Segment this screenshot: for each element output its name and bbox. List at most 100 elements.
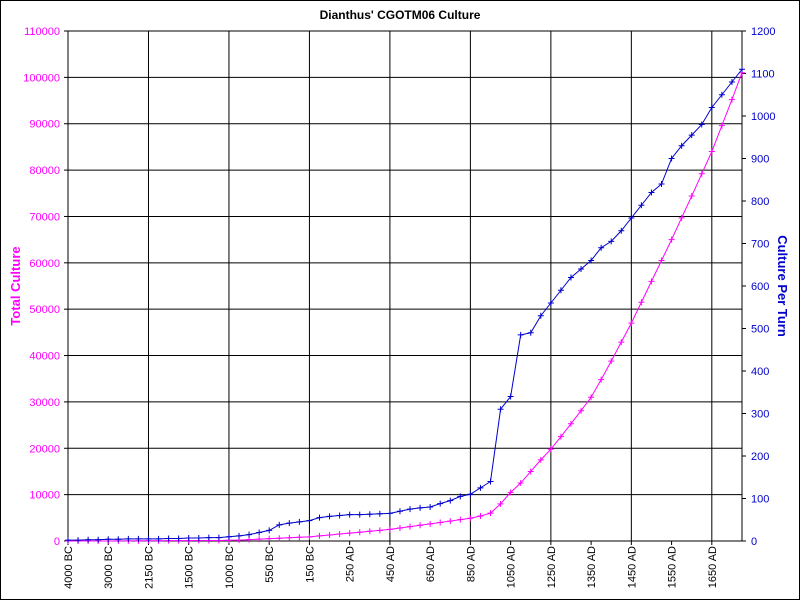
point-marker <box>306 533 313 540</box>
point-marker <box>286 520 293 527</box>
point-marker <box>547 300 554 306</box>
point-marker <box>487 478 494 485</box>
point-marker <box>205 534 212 541</box>
y-tick-label: 30000 <box>29 397 60 409</box>
point-marker <box>567 420 574 427</box>
point-marker <box>467 491 474 498</box>
point-marker <box>598 376 605 383</box>
point-marker <box>618 227 625 234</box>
point-marker <box>95 536 102 543</box>
y2-tick-label: 700 <box>751 239 769 251</box>
y-tick-label: 20000 <box>29 443 60 455</box>
point-marker <box>437 519 444 526</box>
point-marker <box>175 535 182 542</box>
point-marker <box>517 331 524 338</box>
point-marker <box>487 510 494 517</box>
point-marker <box>407 523 414 530</box>
point-marker <box>366 528 373 535</box>
y2-tick-label: 200 <box>751 451 769 463</box>
x-tick-label: 250 AD <box>345 546 357 582</box>
point-marker <box>608 358 615 365</box>
point-marker <box>447 518 454 525</box>
point-marker <box>417 522 424 529</box>
y-tick-label: 0 <box>54 536 60 548</box>
point-marker <box>638 299 645 306</box>
point-marker <box>457 493 464 500</box>
point-marker <box>296 518 303 525</box>
point-marker <box>135 535 142 542</box>
point-marker <box>537 456 544 463</box>
x-tick-label: 1500 BC <box>184 546 196 589</box>
point-marker <box>386 510 393 517</box>
point-marker <box>678 214 685 221</box>
point-marker <box>547 446 554 453</box>
y2-tick-label: 1100 <box>751 69 775 81</box>
point-marker <box>507 393 514 400</box>
point-marker <box>85 536 92 543</box>
point-marker <box>658 181 665 187</box>
point-marker <box>527 468 534 475</box>
point-marker <box>75 537 82 544</box>
point-marker <box>708 104 715 111</box>
y-tick-label: 90000 <box>29 119 60 131</box>
point-marker <box>698 121 705 128</box>
point-marker <box>477 484 484 491</box>
point-marker <box>497 406 504 413</box>
point-marker <box>718 91 725 98</box>
point-marker <box>598 244 605 251</box>
y2-tick-label: 100 <box>751 494 769 506</box>
point-marker <box>437 500 444 507</box>
chart-title: Dianthus' CGOTM06 Culture <box>320 8 481 22</box>
x-tick-label: 1250 AD <box>546 546 558 588</box>
point-marker <box>125 535 132 542</box>
point-marker <box>346 511 353 518</box>
point-marker <box>728 79 735 85</box>
y2-tick-label: 900 <box>751 154 769 166</box>
y-tick-label: 70000 <box>29 211 60 223</box>
point-marker <box>346 530 353 537</box>
point-marker <box>326 513 333 520</box>
point-marker <box>537 312 544 319</box>
x-tick-label: 1050 AD <box>506 546 518 588</box>
point-marker <box>105 536 112 543</box>
point-marker <box>115 536 122 543</box>
point-marker <box>517 480 524 487</box>
point-marker <box>678 142 685 149</box>
point-marker <box>668 155 675 162</box>
point-marker <box>356 511 363 518</box>
point-marker <box>366 511 373 518</box>
point-marker <box>648 189 655 196</box>
point-marker <box>618 339 625 346</box>
point-marker <box>386 526 393 533</box>
point-marker <box>688 132 695 139</box>
x-tick-label: 450 AD <box>385 546 397 582</box>
x-tick-label: 1650 AD <box>707 546 719 588</box>
point-marker <box>467 515 474 522</box>
point-marker <box>658 257 665 264</box>
point-marker <box>276 521 283 528</box>
y-tick-label: 40000 <box>29 351 60 363</box>
point-marker <box>316 514 323 521</box>
point-marker <box>185 535 192 542</box>
point-marker <box>417 504 424 511</box>
point-marker <box>407 506 414 513</box>
y2-tick-label: 500 <box>751 324 769 336</box>
point-marker <box>447 497 454 504</box>
point-marker <box>326 531 333 538</box>
plot-area <box>67 30 743 542</box>
y2-tick-label: 600 <box>751 281 769 293</box>
point-marker <box>427 520 434 527</box>
point-marker <box>638 202 645 209</box>
point-marker <box>457 516 464 523</box>
y-tick-label: 80000 <box>29 165 60 177</box>
point-marker <box>165 535 172 542</box>
point-marker <box>698 170 705 177</box>
point-marker <box>225 533 232 540</box>
point-marker <box>286 534 293 541</box>
point-marker <box>608 238 615 245</box>
x-tick-label: 3000 BC <box>103 546 115 589</box>
point-marker <box>739 66 745 73</box>
x-tick-label: 150 BC <box>304 546 316 583</box>
point-marker <box>628 320 635 327</box>
